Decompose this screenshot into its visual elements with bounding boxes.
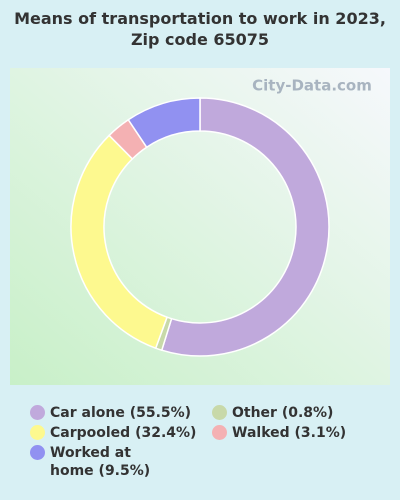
donut-wedge — [127, 97, 201, 149]
legend-label: Other (0.8%) — [232, 405, 334, 421]
legend-swatch — [30, 425, 45, 440]
legend-item: Carpooled (32.4%) — [30, 424, 196, 442]
legend-item: Car alone (55.5%) — [30, 404, 191, 422]
legend-swatch — [30, 445, 45, 460]
legend-label: Carpooled (32.4%) — [50, 425, 197, 441]
legend-swatch — [30, 405, 45, 420]
donut-wedge — [160, 97, 330, 357]
chart-title: Means of transportation to work in 2023,… — [14, 9, 386, 49]
legend-label: Worked at home (9.5%) — [50, 445, 151, 479]
watermark: City-Data.com — [252, 77, 372, 95]
legend-item: Other (0.8%) — [212, 404, 333, 422]
legend-item: Walked (3.1%) — [212, 424, 346, 442]
legend-label: Walked (3.1%) — [232, 425, 347, 441]
legend-swatch — [212, 425, 227, 440]
legend-swatch — [212, 405, 227, 420]
legend-item: Worked at home (9.5%) — [30, 444, 160, 480]
legend-label: Car alone (55.5%) — [50, 405, 192, 421]
